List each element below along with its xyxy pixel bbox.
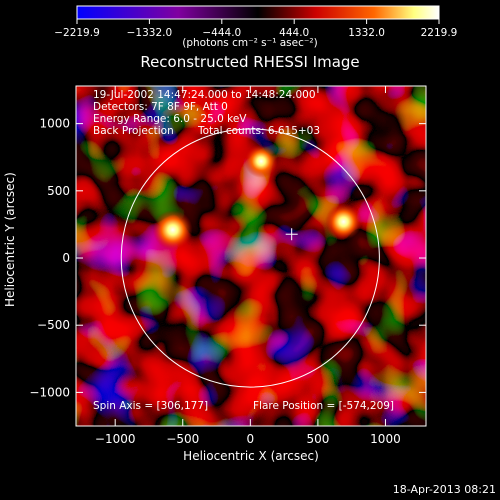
y-tick-label: 1000 (39, 117, 70, 131)
plot-date: 18-Apr-2013 08:21 (392, 483, 496, 496)
chart-title: Reconstructed RHESSI Image (140, 53, 360, 71)
bright-source (152, 209, 193, 250)
method-annotation: Back Projection (93, 125, 174, 137)
y-tick-label: −1000 (29, 385, 70, 399)
bright-source (325, 203, 362, 241)
colorbar-tick-label: 444.0 (279, 27, 309, 39)
x-axis-label: Heliocentric X (arcsec) (183, 449, 319, 463)
colorbar-tick-labels: −2219.9 −1332.0 −444.0 444.0 1332.0 2219.9 (54, 27, 457, 39)
colorbar-ticks (76, 19, 440, 24)
image-area (76, 86, 426, 426)
x-tick-label: 500 (306, 432, 329, 446)
colorbar-tick-label: 1332.0 (348, 27, 385, 39)
plot-frame (75, 85, 427, 427)
y-tick-label: 500 (47, 184, 70, 198)
x-tick-label: 1000 (370, 432, 401, 446)
image-background (76, 86, 426, 426)
flare-position-annotation: Flare Position = [-574,209] (253, 400, 394, 412)
bright-sources (152, 144, 362, 250)
energy-annotation: Energy Range: 6.0 - 25.0 keV (93, 113, 247, 125)
colorbar-tick-label: 2219.9 (421, 27, 458, 39)
colorbar-tick-label: −2219.9 (54, 27, 100, 39)
counts-annotation: Total counts: 6.615+03 (197, 125, 320, 137)
y-axis-label: Heliocentric Y (arcsec) (3, 172, 17, 307)
colorbar (76, 5, 440, 20)
x-tick-label: −500 (166, 432, 199, 446)
x-tick-label: −1000 (95, 432, 136, 446)
time-range-annotation: 19-Jul-2002 14:47:24.000 to 14:48:24.000 (93, 89, 316, 101)
axis-tick-labels: −1000 −500 0 500 1000 −1000 −500 0 500 1000 (29, 117, 400, 446)
colorbar-tick-label: −1332.0 (127, 27, 173, 39)
x-tick-label: 0 (247, 432, 255, 446)
bright-source (244, 144, 278, 178)
spin-axis-marker (285, 228, 298, 241)
axis-ticks (76, 86, 426, 426)
spin-axis-annotation: Spin Axis = [306,177] (93, 400, 208, 412)
y-tick-label: 0 (62, 251, 70, 265)
colorbar-tick-label: −444.0 (202, 27, 241, 39)
colorbar-units: (photons cm⁻² s⁻¹ asec⁻²) (182, 37, 318, 49)
y-tick-label: −500 (37, 318, 70, 332)
solar-limb (120, 128, 380, 388)
detectors-annotation: Detectors: 7F 8F 9F, Att 0 (93, 101, 228, 113)
